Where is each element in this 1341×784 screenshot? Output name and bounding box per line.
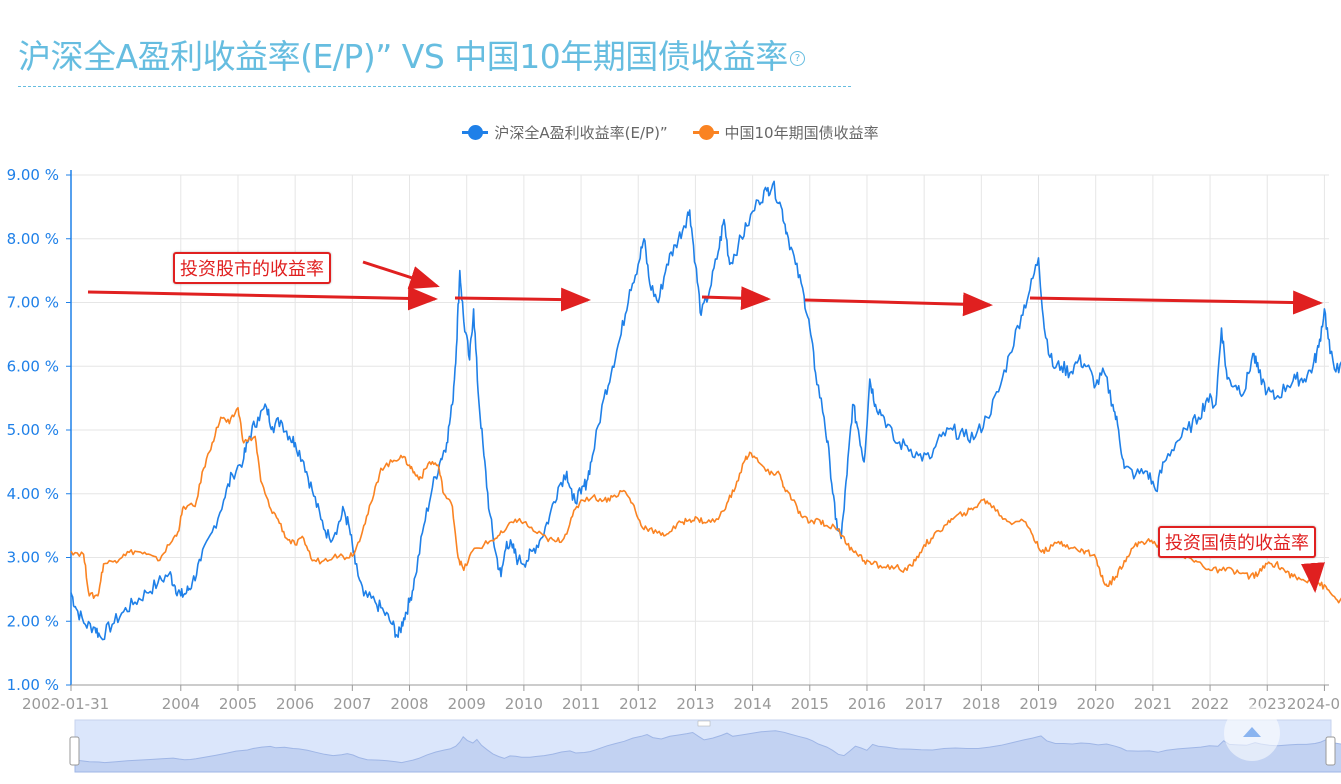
x-tick-label: 2020 [1077,695,1115,713]
x-tick-label: 2010 [505,695,543,713]
x-tick-label: 2016 [848,695,886,713]
x-axis: 2002-01-31 2004 2005 2006 2007 2008 2009 2010 20… [22,684,1340,713]
x-tick-label: 2009 [448,695,486,713]
legend-label-bond: 中国10年期国债收益率 [724,124,879,142]
navigator-handle-left[interactable] [69,736,80,766]
y-axis: 1.00 % 2.00 % 3.00 % 4.00 % 5.00 % 6.00 % 7.00… [7,166,72,694]
x-tick-label: 2004 [162,695,200,713]
x-tick-label: 2011 [562,695,600,713]
x-tick-label: 2005 [219,695,257,713]
x-tick-label: 2018 [962,695,1000,713]
range-navigator [69,705,1341,773]
legend-item-bond[interactable]: 中国10年期国债收益率 [692,122,879,143]
annotation-arrow [87,286,438,311]
annotation-arrow [804,292,993,317]
chart-series [70,180,1341,641]
annotation-arrow [454,287,591,312]
annotation-stock-text: 投资股市的收益率 [180,259,324,280]
navigator-preview [74,730,1341,773]
annotation-bond-text: 投资国债的收益率 [1165,533,1309,554]
annotation-arrow [1301,562,1325,593]
x-tick-label: 2015 [791,695,829,713]
x-tick-label: 2017 [905,695,943,713]
y-tick-label: 2.00 % [7,612,59,630]
chart-title-text: 沪深全A盈利收益率(E/P)” VS 中国10年期国债收益率 [18,37,788,76]
x-tick-label: 2022 [1191,695,1229,713]
legend-label-ep: 沪深全A盈利收益率(E/P)” [494,124,668,142]
x-tick-label: 2007 [333,695,371,713]
navigator-handle-right[interactable] [1325,736,1336,766]
x-tick-label: 2014 [734,695,772,713]
annotation-arrow [1029,290,1323,315]
annotation-arrow [362,260,440,290]
chart-legend: 沪深全A盈利收益率(E/P)” 中国10年期国债收益率 [0,120,1341,143]
legend-item-ep[interactable]: 沪深全A盈利收益率(E/P)” [462,122,668,143]
x-tick-label: 2019 [1019,695,1057,713]
series-line-ep [70,180,1341,641]
x-tick-label: 2012 [619,695,657,713]
x-tick-label: 2024-0 [1287,695,1340,713]
y-tick-label: 1.00 % [7,676,59,694]
title-divider [18,86,851,87]
y-tick-label: 9.00 % [7,166,59,184]
arrow-up-icon [1243,727,1261,737]
navigator-grip [697,720,711,727]
question-circle-icon[interactable]: ? [789,51,805,66]
annotation-bond-label: 投资国债的收益率 [1158,526,1316,558]
y-tick-label: 4.00 % [7,485,59,503]
series-line-bond [70,406,1341,604]
y-tick-label: 5.00 % [7,421,59,439]
annotation-stock-label: 投资股市的收益率 [173,252,331,284]
legend-marker-bond [692,125,719,140]
x-tick-label: 2006 [276,695,314,713]
legend-marker-ep [462,125,489,140]
x-tick-label: 2008 [390,695,428,713]
y-tick-label: 7.00 % [7,294,59,312]
chart-title: 沪深全A盈利收益率(E/P)” VS 中国10年期国债收益率? [18,30,805,78]
annotation-arrow [701,286,771,311]
x-tick-label: 2002-01-31 [22,695,109,713]
y-tick-label: 8.00 % [7,230,59,248]
y-tick-label: 6.00 % [7,357,59,375]
annotation-arrows [87,260,1325,593]
x-tick-label: 2021 [1134,695,1172,713]
x-tick-label: 2013 [676,695,714,713]
y-tick-label: 3.00 % [7,549,59,567]
